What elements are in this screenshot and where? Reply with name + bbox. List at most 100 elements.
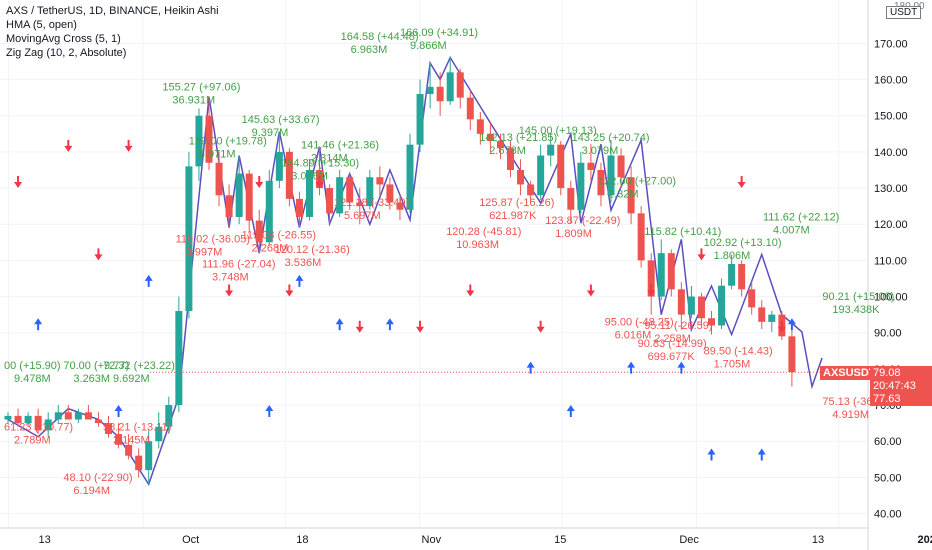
sell-arrow-icon bbox=[647, 284, 656, 297]
candle-body bbox=[135, 455, 143, 471]
candle-body bbox=[788, 336, 796, 373]
candle-body bbox=[708, 318, 715, 326]
pivot-high-label: 143.25 (+20.74) bbox=[572, 132, 650, 144]
sell-arrow-icon bbox=[777, 320, 786, 333]
pivot-low-volume: 6.194M bbox=[73, 485, 110, 497]
candle-body bbox=[748, 289, 756, 308]
candle-body bbox=[275, 151, 283, 181]
candle-body bbox=[356, 202, 364, 207]
pivot-low-label: 119.08 (-26.55) bbox=[242, 230, 316, 242]
candle-body bbox=[677, 289, 685, 315]
candle-body bbox=[346, 177, 354, 203]
candle-body bbox=[667, 253, 675, 290]
candle-body bbox=[285, 151, 293, 199]
sell-arrow-icon bbox=[355, 320, 364, 333]
y-tick-label: 140.00 bbox=[874, 147, 908, 159]
candle-body bbox=[326, 188, 334, 214]
candle-body bbox=[768, 314, 776, 322]
buy-arrow-icon bbox=[114, 405, 123, 418]
pivot-low-label: 58.21 (-13.11) bbox=[103, 421, 171, 433]
candle-body bbox=[175, 311, 183, 406]
x-tick-label: Oct bbox=[182, 534, 199, 546]
pivot-low-volume: 2.268M bbox=[252, 243, 289, 255]
candle-body bbox=[386, 184, 394, 203]
candle-body bbox=[607, 155, 615, 196]
pivot-low-volume: 699.677K bbox=[648, 351, 696, 363]
candle-body bbox=[396, 202, 404, 210]
pivot-high-label: 122.00 (+27.00) bbox=[598, 175, 676, 187]
candle-body bbox=[567, 188, 575, 210]
sell-arrow-icon bbox=[64, 139, 73, 152]
sell-arrow-icon bbox=[124, 139, 133, 152]
pivot-high-label: 166.09 (+34.91) bbox=[400, 27, 478, 39]
legend-ma-cross: MovingAvg Cross (5, 1) bbox=[6, 33, 121, 45]
candle-body bbox=[446, 72, 454, 102]
pivot-high-label: 70.00 (+9.77) bbox=[63, 360, 129, 372]
candle-body bbox=[336, 177, 344, 214]
candle-body bbox=[84, 412, 92, 420]
pivot-low-label: 61.23 (-10.77) bbox=[4, 421, 73, 433]
pivot-low-label: 111.96 (-27.04) bbox=[202, 259, 276, 271]
candle-body bbox=[265, 180, 273, 243]
y-tick-label: 130.00 bbox=[874, 183, 908, 195]
candle-body bbox=[125, 444, 133, 456]
buy-arrow-icon bbox=[707, 448, 716, 461]
buy-arrow-icon bbox=[385, 318, 394, 331]
pivot-low-label: 95.00 (-48.25) bbox=[605, 316, 674, 328]
candle-body bbox=[205, 115, 213, 163]
pivot-high-volume: 3.026M bbox=[291, 170, 328, 182]
candle-body bbox=[24, 415, 32, 424]
candle-body bbox=[426, 86, 434, 95]
candle-body bbox=[155, 426, 163, 442]
pivot-low-label: 48.10 (-22.90) bbox=[63, 472, 132, 484]
candle-body bbox=[587, 162, 595, 170]
pivot-high-volume: 9.397M bbox=[252, 127, 289, 139]
countdown-tag: 20:47:43 bbox=[870, 379, 932, 393]
candle-body bbox=[185, 166, 193, 312]
candle-body bbox=[245, 173, 253, 221]
buy-arrow-icon bbox=[335, 318, 344, 331]
pivot-high-label: 72.32 (+23.22) bbox=[103, 360, 175, 372]
pivot-low-label: 123.87 (-22.49) bbox=[545, 215, 620, 227]
candle-body bbox=[295, 198, 303, 217]
pivot-high-volume: 9.866M bbox=[410, 40, 447, 52]
candle-body bbox=[145, 441, 153, 471]
candle-body bbox=[74, 412, 82, 420]
candle-body bbox=[537, 155, 545, 196]
pivot-high-label: 164.58 (+44.48) bbox=[341, 31, 419, 43]
candle-body bbox=[255, 220, 263, 243]
y-tick-label: 120.00 bbox=[874, 219, 908, 231]
pivot-low-volume: 1.809M bbox=[555, 228, 592, 240]
pivot-high-label: 134.89 (+15.30) bbox=[281, 157, 359, 169]
buy-arrow-icon bbox=[757, 448, 766, 461]
pivot-high-volume: 193.438K bbox=[832, 304, 880, 316]
buy-arrow-icon bbox=[526, 361, 535, 374]
sell-arrow-icon bbox=[225, 284, 234, 297]
candle-body bbox=[416, 94, 424, 145]
pivot-high-label: 155.27 (+97.06) bbox=[162, 81, 240, 93]
pivot-low-label: 121.18 (-33.40) bbox=[334, 197, 409, 209]
pivot-high-volume: 2.32M bbox=[608, 188, 639, 200]
candle-body bbox=[456, 72, 464, 98]
pivot-high-volume: 6.963M bbox=[351, 44, 388, 56]
pivot-low-volume: 621.987K bbox=[489, 210, 537, 222]
candle-body bbox=[527, 184, 535, 196]
pivot-high-label: 111.62 (+22.12) bbox=[763, 212, 839, 224]
candle-body bbox=[4, 415, 12, 420]
candle-body bbox=[105, 423, 112, 434]
candle-body bbox=[44, 419, 52, 431]
candle-body bbox=[758, 307, 766, 322]
candle-body bbox=[496, 141, 504, 149]
candle-body bbox=[235, 173, 243, 217]
currency-button[interactable]: USDT bbox=[886, 6, 922, 19]
y-tick-label: 90.00 bbox=[874, 328, 902, 340]
candle-body bbox=[627, 177, 635, 214]
candle-body bbox=[165, 405, 173, 427]
candle-body bbox=[507, 148, 514, 170]
pivot-high-label: 115.82 (+10.41) bbox=[644, 226, 721, 238]
legend-title: AXS / TetherUS, 1D, BINANCE, Heikin Ashi bbox=[6, 5, 219, 17]
symbol-tag: AXSUSDT bbox=[820, 366, 879, 380]
sell-arrow-icon bbox=[737, 176, 746, 189]
